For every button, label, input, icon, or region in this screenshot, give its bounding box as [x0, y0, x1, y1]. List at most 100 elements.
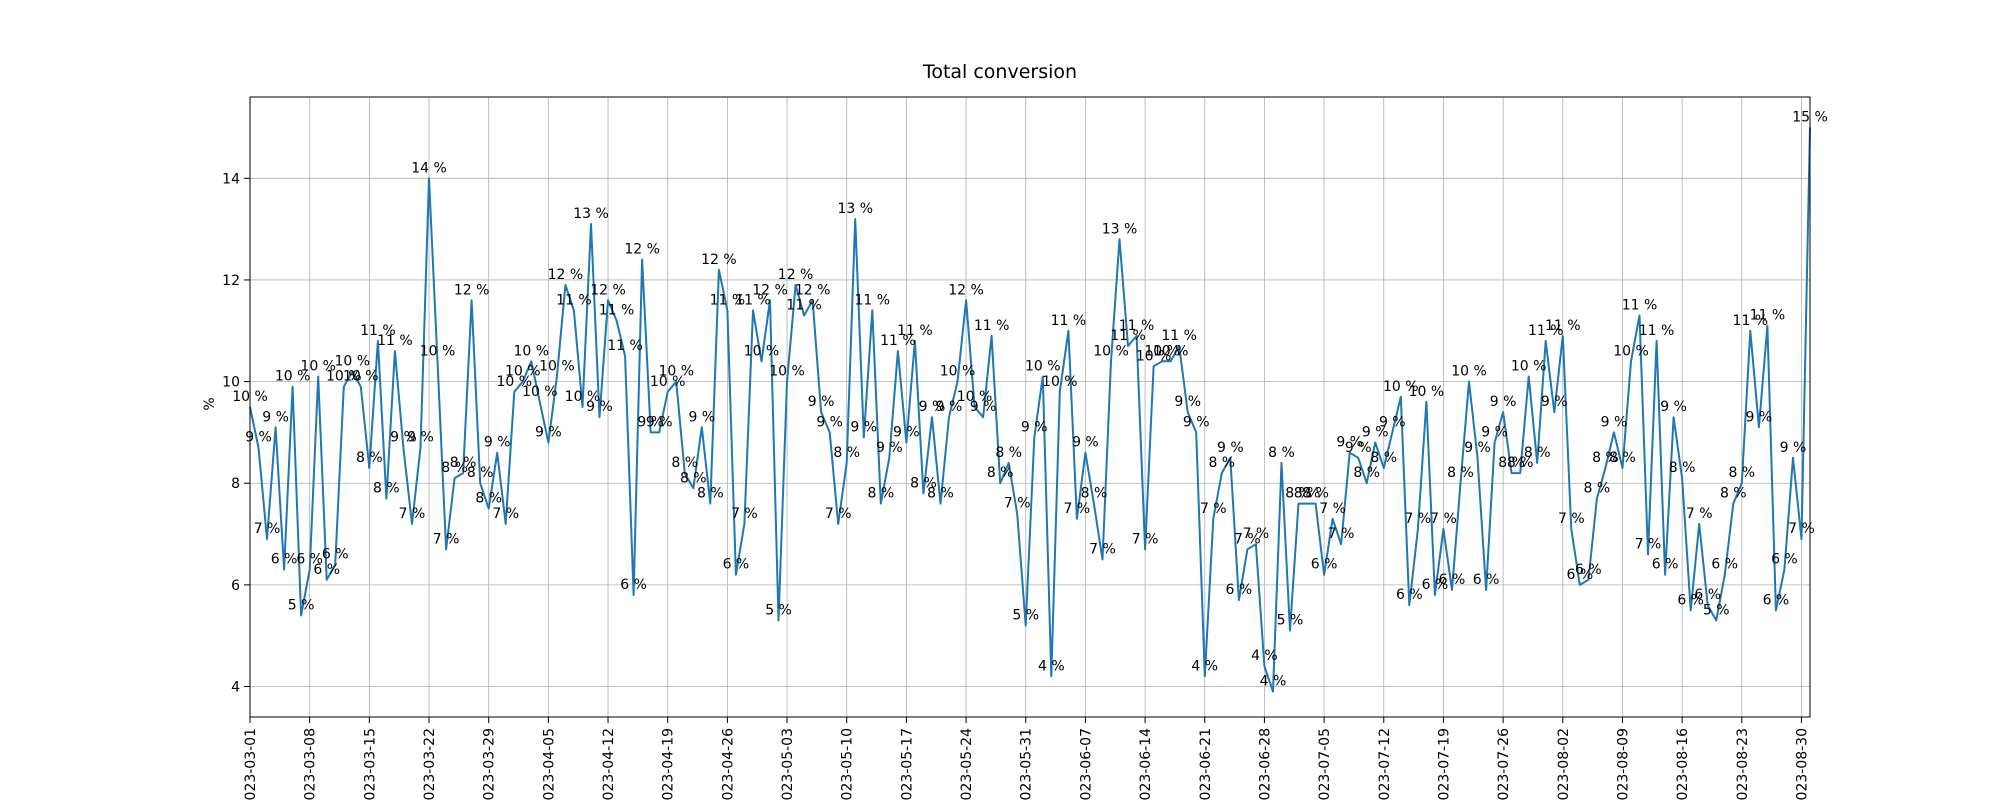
data-label: 9 %	[646, 414, 673, 430]
x-tick-label: 2023-03-01	[243, 728, 259, 800]
data-label: 10 %	[650, 374, 686, 390]
x-tick-label: 2023-04-19	[661, 728, 677, 800]
data-label: 9 %	[390, 430, 417, 446]
data-label: 6 %	[296, 552, 323, 568]
data-label: 9 %	[893, 425, 920, 441]
data-label: 8 %	[1081, 486, 1108, 502]
data-label: 13 %	[573, 206, 609, 222]
x-tick-label: 2023-03-29	[482, 728, 498, 800]
data-label: 11 %	[974, 318, 1010, 334]
x-tick-label: 2023-06-07	[1078, 728, 1094, 800]
data-label: 9 %	[1021, 419, 1048, 435]
x-axis: 2023-03-01 2023-03-08 2023-03-15 2023-03-22…	[243, 717, 1810, 800]
data-labels: 10 %9 %7 %9 %6 %10 %5 %6 %10 %6 %6 %10 %…	[232, 109, 1828, 689]
data-label: 8 %	[356, 450, 383, 466]
data-label: 11 %	[607, 338, 643, 354]
x-tick-label: 2023-08-16	[1675, 728, 1691, 800]
data-label: 10 %	[514, 343, 550, 359]
data-label: 8 %	[1370, 450, 1397, 466]
data-label: 4 %	[1251, 648, 1278, 664]
x-tick-label: 2023-05-17	[899, 728, 915, 800]
x-tick-label: 2023-08-30	[1794, 728, 1810, 800]
data-label: 5 %	[765, 602, 792, 618]
data-label: 5 %	[288, 597, 315, 613]
data-label: 14 %	[411, 160, 447, 176]
data-label: 7 %	[1686, 506, 1713, 522]
y-tick-label: 4	[231, 680, 240, 696]
data-label: 10 %	[1383, 379, 1419, 395]
data-label: 9 %	[936, 399, 963, 415]
x-tick-label: 2023-07-26	[1496, 728, 1512, 800]
data-label: 5 %	[1012, 608, 1039, 624]
data-label: 9 %	[1780, 440, 1807, 456]
y-tick-label: 14	[222, 171, 240, 187]
x-tick-label: 2023-07-05	[1317, 728, 1333, 800]
data-label: 9 %	[484, 435, 511, 451]
data-label: 7 %	[1089, 541, 1116, 557]
data-label: 12 %	[548, 267, 584, 283]
x-tick-label: 2023-05-31	[1019, 728, 1035, 800]
data-label: 7 %	[1430, 511, 1457, 527]
data-label: 5 %	[1703, 602, 1730, 618]
data-label: 7 %	[1319, 501, 1346, 517]
data-label: 10 %	[420, 343, 456, 359]
data-label: 7 %	[825, 506, 852, 522]
data-label: 11 %	[897, 323, 933, 339]
data-label: 12 %	[795, 282, 831, 298]
data-label: 4 %	[1038, 658, 1065, 674]
data-label: 9 %	[1541, 394, 1568, 410]
data-label: 7 %	[1200, 501, 1227, 517]
data-label: 9 %	[1183, 414, 1210, 430]
data-label: 9 %	[262, 409, 289, 425]
data-label: 7 %	[1405, 511, 1432, 527]
data-label: 10 %	[1451, 364, 1487, 380]
data-label: 10 %	[522, 384, 558, 400]
data-label: 10 %	[769, 364, 805, 380]
data-label: 9 %	[1072, 435, 1099, 451]
data-label: 7 %	[1788, 521, 1815, 537]
data-label: 11 %	[377, 333, 413, 349]
data-label: 8 %	[995, 445, 1022, 461]
data-label: 9 %	[1660, 399, 1687, 415]
data-label: 8 %	[475, 491, 502, 507]
data-label: 13 %	[837, 201, 873, 217]
data-label: 11 %	[556, 292, 592, 308]
data-label: 8 %	[373, 480, 400, 496]
data-label: 9 %	[688, 409, 715, 425]
data-label: 9 %	[1490, 394, 1517, 410]
data-label: 6 %	[1473, 572, 1500, 588]
data-label: 5 %	[1277, 613, 1304, 629]
data-label: 6 %	[1226, 582, 1253, 598]
data-label: 8 %	[987, 465, 1014, 481]
data-label: 9 %	[1746, 409, 1773, 425]
data-label: 11 %	[1545, 318, 1581, 334]
data-label: 9 %	[1481, 425, 1508, 441]
data-label: 6 %	[1439, 572, 1466, 588]
data-label: 10 %	[940, 364, 976, 380]
x-tick-label: 2023-05-10	[840, 728, 856, 800]
data-label: 10 %	[1136, 348, 1172, 364]
data-label: 10 %	[565, 389, 601, 405]
data-label: 6 %	[1677, 592, 1704, 608]
x-tick-label: 2023-08-23	[1735, 728, 1751, 800]
data-label: 6 %	[723, 557, 750, 573]
data-label: 12 %	[454, 282, 490, 298]
data-label: 9 %	[245, 430, 272, 446]
data-label: 7 %	[1558, 511, 1585, 527]
data-label: 6 %	[620, 577, 647, 593]
data-label: 9 %	[407, 430, 434, 446]
data-label: 9 %	[586, 399, 613, 415]
data-label: 8 %	[441, 460, 468, 476]
x-tick-label: 2023-03-22	[422, 728, 438, 800]
data-label: 10 %	[335, 353, 371, 369]
data-label: 8 %	[867, 486, 894, 502]
data-label: 7 %	[1004, 496, 1031, 512]
data-label: 12 %	[778, 267, 814, 283]
x-tick-label: 2023-08-09	[1615, 728, 1631, 800]
data-label: 11 %	[735, 292, 771, 308]
data-label: 12 %	[948, 282, 984, 298]
data-label: 11 %	[1622, 298, 1658, 314]
x-tick-label: 2023-04-26	[720, 728, 736, 800]
data-label: 8 %	[1353, 465, 1380, 481]
data-label: 11 %	[360, 323, 396, 339]
